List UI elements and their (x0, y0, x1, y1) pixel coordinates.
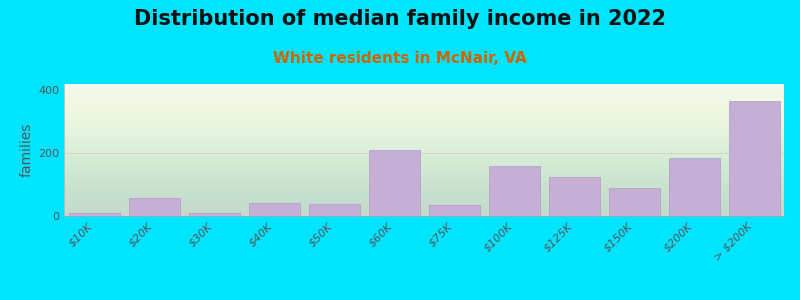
Text: Distribution of median family income in 2022: Distribution of median family income in … (134, 9, 666, 29)
Bar (729, 101, 779, 216)
Y-axis label: families: families (20, 123, 34, 177)
Bar (549, 177, 599, 216)
Bar (249, 203, 299, 216)
Bar (129, 198, 179, 216)
Bar (189, 214, 239, 216)
Bar (429, 205, 479, 216)
Bar (69, 213, 119, 216)
Bar (609, 188, 659, 216)
Bar (489, 166, 539, 216)
Bar (669, 158, 719, 216)
Bar (309, 204, 359, 216)
Bar (369, 150, 419, 216)
Text: White residents in McNair, VA: White residents in McNair, VA (273, 51, 527, 66)
